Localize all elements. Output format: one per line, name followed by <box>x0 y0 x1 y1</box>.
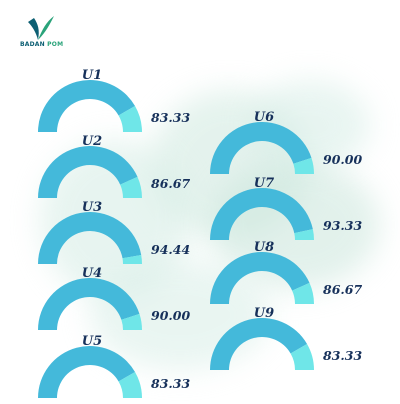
gauge-label: U4 <box>81 266 103 281</box>
gauge-arc <box>210 318 314 370</box>
gauge-fill-segment <box>210 318 308 370</box>
gauge-arc <box>210 188 314 240</box>
gauge-remainder-segment <box>118 105 142 132</box>
gauge-remainder-segment <box>294 229 314 240</box>
gauge-fill-segment <box>38 346 136 398</box>
badan-pom-logo: BADAN POM <box>20 14 70 50</box>
gauge-remainder-segment <box>120 176 142 198</box>
gauge-fill-segment <box>210 122 312 174</box>
gauge-u6: U6 90.00 <box>210 110 362 180</box>
gauge-label: U2 <box>81 134 103 149</box>
gauge-label: U8 <box>253 240 275 255</box>
gauge-remainder-segment <box>122 254 142 264</box>
gauge-u3: U3 94.44 <box>38 200 190 270</box>
gauge-arc <box>38 346 142 398</box>
gauge-fill-segment <box>38 146 138 198</box>
gauge-label: U3 <box>81 200 103 215</box>
gauge-fill-segment <box>38 80 136 132</box>
gauge-u5: U5 83.33 <box>38 334 190 404</box>
gauge-remainder-segment <box>121 313 142 330</box>
gauge-arc <box>210 252 314 304</box>
gauge-value-label: 83.33 <box>323 348 363 363</box>
gauge-remainder-segment <box>118 371 142 398</box>
gauge-value-label: 90.00 <box>323 152 363 167</box>
gauge-fill-segment <box>210 252 310 304</box>
logo-word-badan: BADAN <box>20 41 45 48</box>
gauge-u2: U2 86.67 <box>38 134 190 204</box>
gauge-label: U1 <box>81 68 103 83</box>
gauge-value-label: 93.33 <box>323 218 363 233</box>
gauge-label: U6 <box>253 110 275 125</box>
gauge-arc <box>38 212 142 264</box>
logo-word-pom: POM <box>47 41 64 48</box>
gauge-arc <box>38 278 142 330</box>
gauge-fill-segment <box>210 188 313 240</box>
gauge-remainder-segment <box>292 282 314 304</box>
gauge-arc <box>210 122 314 174</box>
gauge-fill-segment <box>38 278 140 330</box>
gauge-value-label: 90.00 <box>151 308 191 323</box>
gauge-u7: U7 93.33 <box>210 176 362 246</box>
gauge-u4: U4 90.00 <box>38 266 190 336</box>
gauge-value-label: 86.67 <box>323 282 363 297</box>
gauge-u9: U9 83.33 <box>210 306 362 376</box>
gauge-arc <box>38 80 142 132</box>
gauge-remainder-segment <box>293 157 314 174</box>
gauge-arc <box>38 146 142 198</box>
gauge-value-label: 94.44 <box>151 242 191 257</box>
gauge-u1: U1 83.33 <box>38 68 190 138</box>
gauge-value-label: 83.33 <box>151 110 191 125</box>
gauge-label: U7 <box>253 176 275 191</box>
gauge-value-label: 86.67 <box>151 176 191 191</box>
gauge-fill-segment <box>38 212 142 264</box>
gauge-remainder-segment <box>290 343 314 370</box>
gauge-u8: U8 86.67 <box>210 240 362 310</box>
gauge-label: U9 <box>253 306 275 321</box>
logo-mark-icon <box>28 16 54 40</box>
gauge-label: U5 <box>81 334 103 349</box>
gauge-value-label: 83.33 <box>151 376 191 391</box>
